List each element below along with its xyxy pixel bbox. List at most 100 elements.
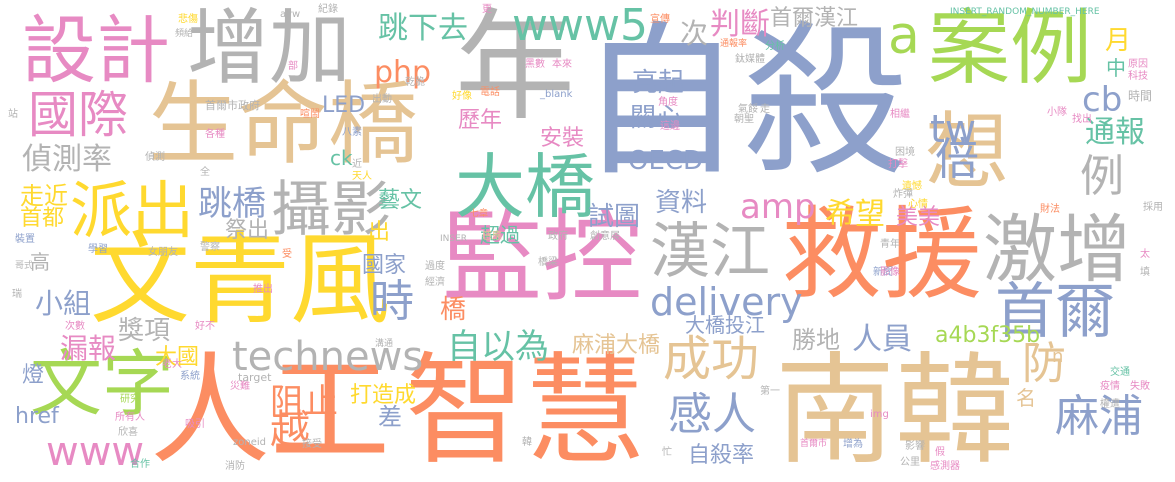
word-cloud-word: 首爾漢江 (770, 6, 859, 31)
word-cloud-word: 增加 (187, 1, 352, 96)
word-cloud-word: 科技 (1128, 71, 1148, 82)
word-cloud-word: 人員 (852, 322, 912, 357)
word-cloud-word: 七章 (470, 209, 489, 219)
word-cloud-word: 影像 (880, 267, 900, 278)
word-cloud-word: 防 (1022, 338, 1066, 389)
word-cloud-word: 南韓 (775, 342, 1015, 481)
word-cloud-word: tw (930, 107, 976, 151)
word-cloud-word: 美美 (896, 205, 941, 230)
word-cloud-word: 大國 (155, 345, 200, 370)
word-cloud-word: 公里 (900, 457, 920, 468)
word-cloud-word: 採用 (1143, 202, 1163, 213)
word-cloud-word: 更 (482, 4, 492, 15)
word-cloud-word: 乾脆 (405, 77, 425, 88)
word-cloud-word: 國家 (362, 253, 407, 278)
word-cloud-word: 感人 (668, 389, 756, 440)
word-cloud-word: 經濟 (425, 277, 445, 288)
word-cloud-word: 第一 (760, 386, 780, 397)
word-cloud-word: 燈 (22, 363, 45, 388)
word-cloud-word: 老大 (162, 359, 182, 370)
word-cloud-word: 首都 (20, 206, 65, 231)
word-cloud-word: 感應 (482, 231, 502, 242)
word-cloud-word: INSER (440, 234, 468, 244)
word-cloud-word: 各種 (205, 129, 225, 140)
word-cloud-word: INSERT_RANDOM_NUMBER_HERE (950, 7, 1100, 17)
word-cloud-word: 消防 (225, 461, 245, 472)
word-cloud-word: 推出 (253, 284, 273, 295)
word-cloud-word: 自以為 (447, 327, 549, 367)
word-cloud-word: 大橋 (455, 146, 595, 228)
word-cloud-word: 高 (30, 250, 50, 274)
word-cloud-word: 月 (1105, 26, 1132, 56)
word-cloud-word: 超過 (480, 223, 520, 247)
word-cloud-word: 電話 (480, 87, 500, 98)
word-cloud-word: 阻止 (270, 382, 338, 422)
word-cloud-word: 韓 (522, 437, 532, 448)
word-cloud-word: 困境 (895, 147, 915, 158)
word-cloud-word: 接受 (302, 439, 322, 450)
word-cloud-word: target (238, 371, 272, 384)
word-cloud-word: 勝地 (792, 326, 840, 354)
word-cloud-word: 時間 (1128, 89, 1153, 103)
word-cloud-word: 大橋投江 (685, 313, 765, 337)
word-cloud-word: technews (232, 334, 424, 380)
word-cloud-word: a (888, 6, 920, 66)
word-cloud-word: 黑數 (525, 59, 545, 70)
word-cloud-word: 通報率 (720, 39, 748, 49)
word-cloud-word: a4b3f35b (935, 323, 1041, 348)
word-cloud-word: avw (280, 9, 301, 20)
word-cloud-word: 宣傳 (650, 14, 670, 25)
word-cloud-word: 悲傷 (178, 14, 198, 25)
word-cloud-word: 自殺 (578, 6, 908, 198)
word-cloud-word: 溝通 (375, 339, 394, 349)
word-cloud-word: 角度 (658, 97, 678, 108)
word-cloud-word: 首爾市政府 (205, 99, 260, 112)
word-cloud-word: 小組 (35, 287, 92, 320)
word-cloud-word: 名 (1016, 386, 1036, 410)
word-cloud-word: 權遭 (1100, 399, 1120, 410)
word-cloud-word: 安裝 (540, 126, 585, 151)
word-cloud-word: 通報 (1085, 115, 1145, 150)
word-cloud-word: 救援 (782, 196, 982, 313)
word-cloud-word: 分析 (765, 41, 785, 52)
word-cloud-word: 時 (370, 276, 414, 327)
word-cloud-word: 偵測率 (22, 142, 112, 177)
word-cloud-word: 女朋友 (148, 247, 178, 258)
word-cloud-word: 研究 (120, 394, 140, 405)
word-cloud-word: 過度 (425, 261, 445, 272)
word-cloud-word: 希望 (825, 197, 885, 232)
word-cloud-word: 漏報 (60, 332, 117, 365)
word-cloud-word: 所有人 (115, 412, 145, 423)
word-cloud-word: 首爾 (995, 277, 1115, 347)
word-cloud-word: www5 (512, 0, 648, 51)
word-cloud-word: ck (330, 146, 353, 170)
word-cloud-word: 跳橋 (198, 184, 266, 224)
word-cloud-word: 自殺率 (688, 443, 755, 468)
word-cloud-word: 攝影 (271, 175, 391, 245)
word-cloud-word: 成功 (663, 331, 760, 387)
word-cloud-word: 吸引 (185, 419, 205, 430)
word-cloud-word: 好不 (195, 321, 215, 332)
word-cloud-word: 填 (1140, 267, 1150, 278)
word-cloud-word: 智慧 (405, 342, 645, 481)
word-cloud-word: 設計 (22, 8, 170, 94)
word-cloud-word: 財法 (1040, 204, 1060, 215)
word-cloud-word: 年 (455, 0, 575, 137)
word-cloud-word: 首爾市 (800, 439, 828, 449)
word-cloud-word: 試圖 (588, 202, 641, 232)
word-cloud-word: 部 (288, 61, 298, 72)
word-cloud-word: 人工 (150, 342, 390, 481)
word-cloud-word: 交通 (1110, 367, 1130, 378)
word-cloud-word: delivery (650, 280, 803, 324)
word-cloud-word: zoneid (233, 437, 266, 448)
word-cloud-word: 新聞 (873, 267, 893, 278)
word-cloud-word: OECD (628, 146, 704, 176)
word-cloud-word: 走 (760, 104, 770, 115)
word-cloud-word: cb (1082, 80, 1123, 120)
word-cloud-word: 哥式 (15, 261, 34, 271)
word-cloud-word: 獎項 (118, 316, 171, 346)
word-cloud-word: 藝文 (378, 188, 423, 213)
word-cloud-word: 小隊 (1047, 107, 1067, 118)
